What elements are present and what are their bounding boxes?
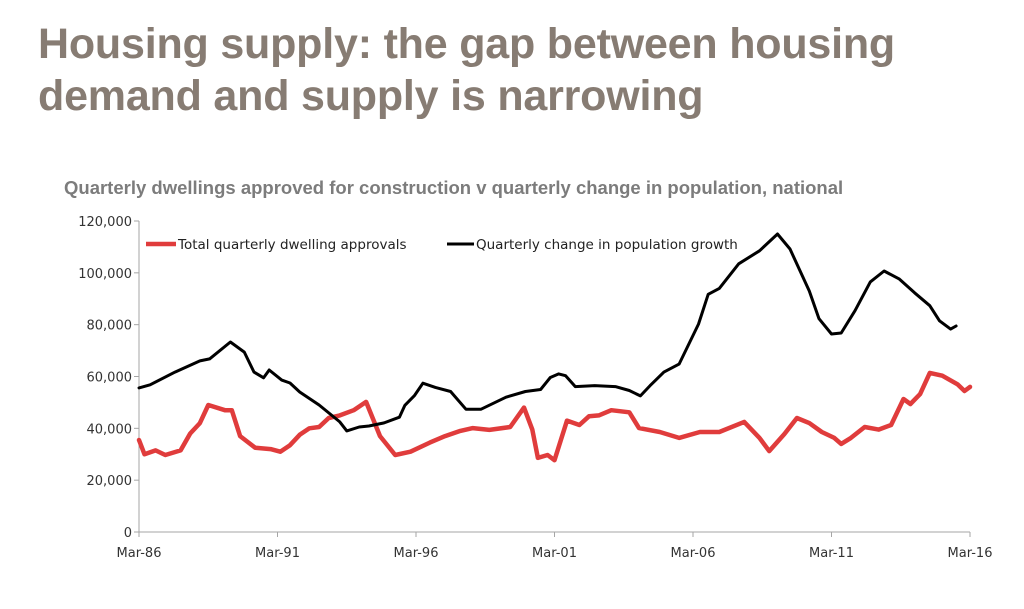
legend-label-approvals: Total quarterly dwelling approvals <box>177 237 407 253</box>
y-tick-label: 20,000 <box>87 474 133 489</box>
y-tick-label: 60,000 <box>87 371 133 386</box>
series-layer <box>136 232 973 463</box>
x-tick-label: Mar-01 <box>532 546 577 561</box>
x-tick-label: Mar-91 <box>255 546 300 561</box>
y-tick-label: 0 <box>124 526 132 541</box>
chart-title: Quarterly dwellings approved for constru… <box>64 177 844 198</box>
series-line-population <box>137 232 958 433</box>
x-tick-label: Mar-86 <box>117 546 162 561</box>
x-tick-label: Mar-11 <box>809 546 854 561</box>
y-tick-label: 120,000 <box>78 215 132 230</box>
slide-title: Housing supply: the gap between housing … <box>38 20 895 120</box>
axes: 0 20,000 40,000 60,000 80,000 100,000 120,000 M… <box>78 215 992 561</box>
series-line-approvals <box>136 370 973 463</box>
y-tick-label: 100,000 <box>78 267 132 282</box>
x-tick-label: Mar-96 <box>394 546 439 561</box>
x-tick-label: Mar-16 <box>948 546 993 561</box>
legend: Total quarterly dwelling approvals Quart… <box>146 237 738 253</box>
legend-label-population: Quarterly change in population growth <box>476 237 738 253</box>
y-tick-label: 40,000 <box>87 422 133 437</box>
y-tick-label: 80,000 <box>87 319 133 334</box>
x-tick-label: Mar-06 <box>671 546 716 561</box>
